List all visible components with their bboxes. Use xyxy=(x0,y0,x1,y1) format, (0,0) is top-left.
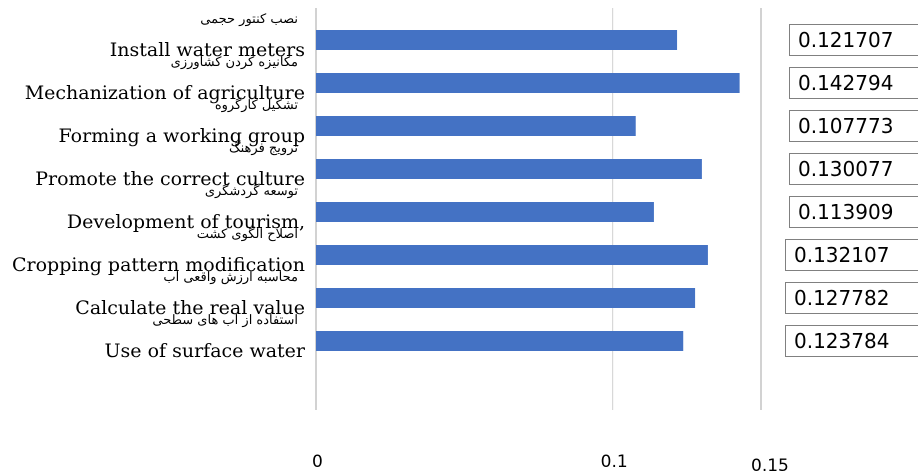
data-label: 0.121707 xyxy=(789,24,918,56)
category-label-farsi: مکانیزه کردن کشاورزی xyxy=(170,55,298,70)
category-label-farsi: تشکیل کارگروه xyxy=(214,98,298,113)
category-label: Development of tourism, xyxy=(66,211,305,233)
category-label: Use of surface water xyxy=(104,340,305,362)
category-label: Calculate the real value xyxy=(75,297,305,319)
data-label: 0.123784 xyxy=(785,325,918,357)
data-label: 0.107773 xyxy=(789,110,918,142)
category-label: Forming a working group xyxy=(58,125,305,147)
bar xyxy=(316,331,684,351)
bar xyxy=(316,245,708,265)
data-label: 0.127782 xyxy=(785,282,918,314)
bar xyxy=(316,30,678,50)
category-label: Mechanization of agriculture xyxy=(24,82,305,104)
category-label-farsi: توسعه گردشگری xyxy=(204,184,298,199)
category-label-farsi: استفاده از اب های سطحی xyxy=(152,313,298,328)
data-label: 0.113909 xyxy=(789,196,918,228)
category-label-farsi: اصلاح الگوی کشت xyxy=(196,227,298,242)
category-label: Install water meters xyxy=(109,39,305,61)
bar xyxy=(316,202,654,222)
category-label-farsi: محاسبه ارزش واقعی اب xyxy=(163,270,298,285)
data-label: 0.130077 xyxy=(789,153,918,185)
bar xyxy=(316,288,696,308)
category-label-farsi: نصب کنتور حجمی xyxy=(200,12,298,27)
category-label-farsi: ترویج فرهنگ xyxy=(228,141,298,156)
bar xyxy=(316,116,636,136)
category-label: Promote the correct culture xyxy=(35,168,305,190)
x-tick-label: 0.1 xyxy=(600,452,628,472)
x-tick-label: 0.15 xyxy=(751,456,789,476)
data-label: 0.132107 xyxy=(785,239,918,271)
category-label: Cropping pattern modification xyxy=(12,254,305,276)
x-tick-label: 0 xyxy=(312,452,323,472)
bar xyxy=(316,73,740,93)
data-label: 0.142794 xyxy=(789,67,918,99)
bar xyxy=(316,159,702,179)
